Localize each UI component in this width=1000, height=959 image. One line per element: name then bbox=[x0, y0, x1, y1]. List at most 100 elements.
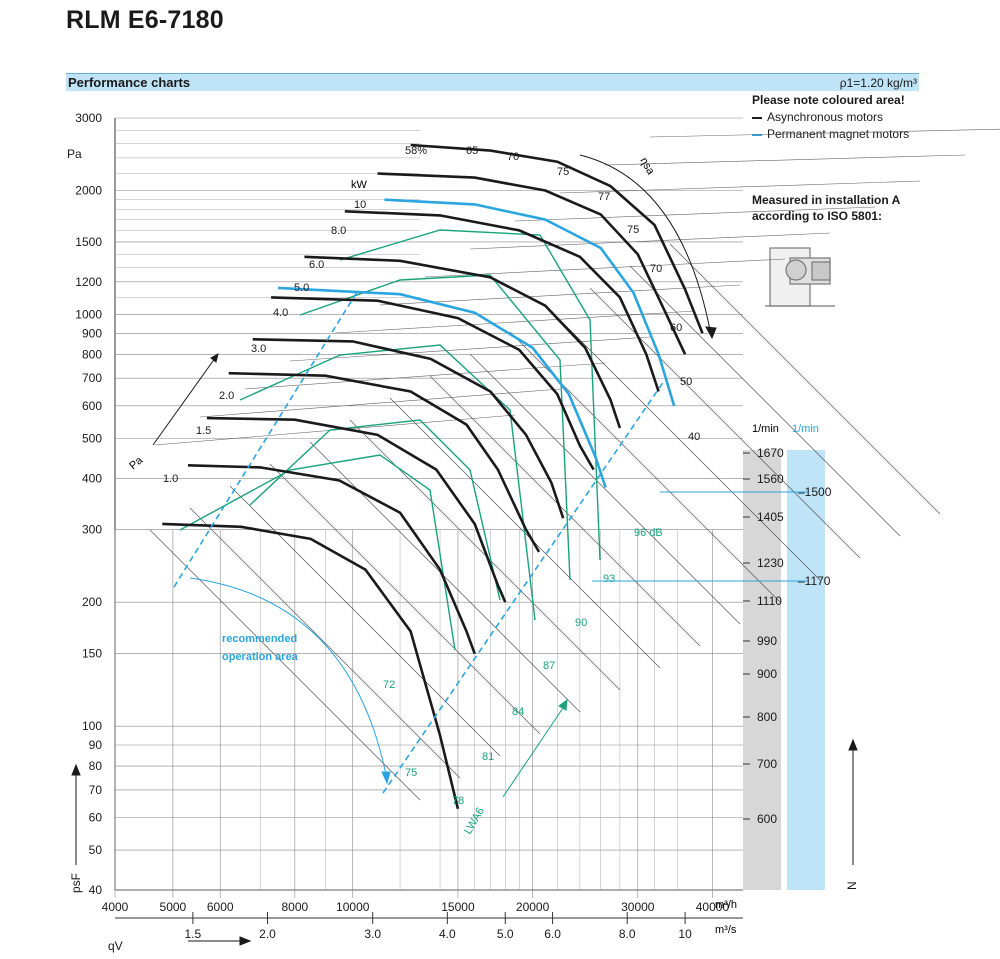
eta-label: ηsa bbox=[637, 156, 657, 178]
y-tick-label: 400 bbox=[82, 471, 102, 485]
y-tick-label: 60 bbox=[89, 810, 103, 824]
density-label: ρ1=1.20 kg/m³ bbox=[839, 76, 917, 90]
async-curve bbox=[344, 210, 660, 392]
async-swatch-icon bbox=[752, 116, 762, 119]
async-curve bbox=[228, 371, 541, 553]
sound-arrow-icon bbox=[502, 698, 568, 798]
diag-line-a bbox=[269, 463, 541, 735]
legend-pm-label: Permanent magnet motors bbox=[767, 127, 910, 141]
x-axis-label: qV bbox=[108, 939, 123, 953]
y-tick-label: 40 bbox=[89, 883, 103, 897]
diag-line-a bbox=[589, 287, 861, 559]
speed-async-label: 800 bbox=[757, 710, 777, 724]
async-curve bbox=[187, 464, 476, 655]
x-tick-m3h: 8000 bbox=[281, 900, 308, 914]
efficiency-label: 75 bbox=[557, 166, 569, 178]
speed-async-label: 990 bbox=[757, 634, 777, 648]
efficiency-label: 77 bbox=[598, 191, 610, 203]
x-tick-m3s: 2.0 bbox=[259, 927, 276, 941]
power-label: 6.0 bbox=[309, 259, 324, 271]
legend-async-label: Asynchronous motors bbox=[767, 110, 884, 124]
fan-curves bbox=[162, 143, 704, 810]
diagonal-grid bbox=[149, 128, 1000, 801]
y-tick-label: 500 bbox=[82, 431, 102, 445]
pa-diag-label: Pa bbox=[127, 454, 146, 472]
sound-label: 90 bbox=[575, 617, 587, 629]
y-axis-label: psF bbox=[69, 873, 83, 893]
diag-line-a bbox=[429, 375, 701, 647]
sound-label: 84 bbox=[512, 706, 524, 718]
x-tick-m3s: 1.5 bbox=[185, 927, 202, 941]
power-label: 10 bbox=[354, 199, 366, 211]
y-tick-label: 100 bbox=[82, 719, 102, 733]
recommended-label-2: operation area bbox=[222, 651, 299, 663]
axis-ticks: 40 50 60 70 80 90 100 150 200 300 400 500 600 700 800 9… bbox=[75, 111, 729, 941]
y-tick-label: 700 bbox=[82, 371, 102, 385]
x-tick-m3s: 4.0 bbox=[439, 927, 456, 941]
pm-curve bbox=[278, 286, 607, 488]
y-tick-label: 200 bbox=[82, 595, 102, 609]
x-tick-m3h: 40000 bbox=[696, 900, 730, 914]
diag-line-b bbox=[604, 154, 966, 166]
speed-async-label: 1670 bbox=[757, 446, 784, 460]
sound-label: 75 bbox=[405, 767, 417, 779]
sound-label: 72 bbox=[383, 679, 395, 691]
measured-note-1: Measured in installation A bbox=[752, 193, 901, 207]
power-label: 1.0 bbox=[163, 473, 178, 485]
x-tick-m3s: 5.0 bbox=[497, 927, 514, 941]
pm-curve bbox=[384, 198, 676, 407]
diag-line-b bbox=[469, 232, 831, 250]
diag-line-a bbox=[149, 529, 421, 801]
y-tick-label: 800 bbox=[82, 347, 102, 361]
legend-async: Asynchronous motors bbox=[752, 110, 883, 124]
recommended-label-1: recommended bbox=[222, 633, 297, 645]
efficiency-label: 65 bbox=[466, 145, 478, 157]
y-tick-label: 70 bbox=[89, 783, 103, 797]
y-tick-label: 1500 bbox=[75, 235, 102, 249]
x-tick-m3h: 10000 bbox=[336, 900, 370, 914]
coloured-area-note: Please note coloured area! bbox=[752, 93, 905, 107]
efficiency-label: 58% bbox=[405, 145, 427, 157]
y-tick-label: 80 bbox=[89, 759, 103, 773]
recommended-arrow-icon bbox=[173, 291, 808, 794]
lwa-label: LWA6 bbox=[462, 806, 487, 837]
efficiency-label: 75 bbox=[627, 224, 639, 236]
speed-async-label: 1405 bbox=[757, 510, 784, 524]
chart-grid bbox=[114, 117, 743, 919]
async-curve bbox=[304, 255, 622, 429]
x-tick-m3h: 15000 bbox=[441, 900, 475, 914]
diag-line-a bbox=[549, 309, 821, 581]
diag-line-b bbox=[649, 128, 1000, 138]
diag-line-a bbox=[469, 353, 741, 625]
x-unit-m3h: m³/h bbox=[715, 899, 737, 911]
y-tick-label: 50 bbox=[89, 843, 103, 857]
x-tick-m3h: 20000 bbox=[516, 900, 550, 914]
speed-async-unit: 1/min bbox=[752, 423, 779, 435]
direction-arrows bbox=[71, 154, 858, 946]
async-curve bbox=[410, 143, 704, 334]
efficiency-curve bbox=[179, 454, 456, 651]
y-tick-label: 150 bbox=[82, 647, 102, 661]
sound-label: 87 bbox=[543, 660, 555, 672]
diag-line-a bbox=[669, 243, 941, 515]
diag-line-b bbox=[289, 336, 651, 362]
async-curve bbox=[206, 416, 507, 603]
y-tick-label: 90 bbox=[89, 738, 103, 752]
async-curve bbox=[271, 296, 595, 471]
efficiency-label: 60 bbox=[670, 322, 682, 334]
x-tick-m3s: 8.0 bbox=[619, 927, 636, 941]
y-tick-label: 600 bbox=[82, 399, 102, 413]
speed-async-label: 1560 bbox=[757, 472, 784, 486]
async-curve bbox=[377, 172, 687, 355]
y-tick-label: 2000 bbox=[75, 184, 102, 198]
diag-line-b bbox=[424, 258, 786, 278]
y-tick-label: 1200 bbox=[75, 275, 102, 289]
speed-pm-unit: 1/min bbox=[792, 423, 819, 435]
measured-note-2: according to ISO 5801: bbox=[752, 209, 883, 223]
y-tick-label: 300 bbox=[82, 523, 102, 537]
diag-line-b bbox=[559, 180, 921, 194]
power-label: 3.0 bbox=[251, 343, 266, 355]
diag-line-a bbox=[349, 419, 621, 691]
x-tick-m3h: 30000 bbox=[621, 900, 655, 914]
speed-async-label: 600 bbox=[757, 812, 777, 826]
